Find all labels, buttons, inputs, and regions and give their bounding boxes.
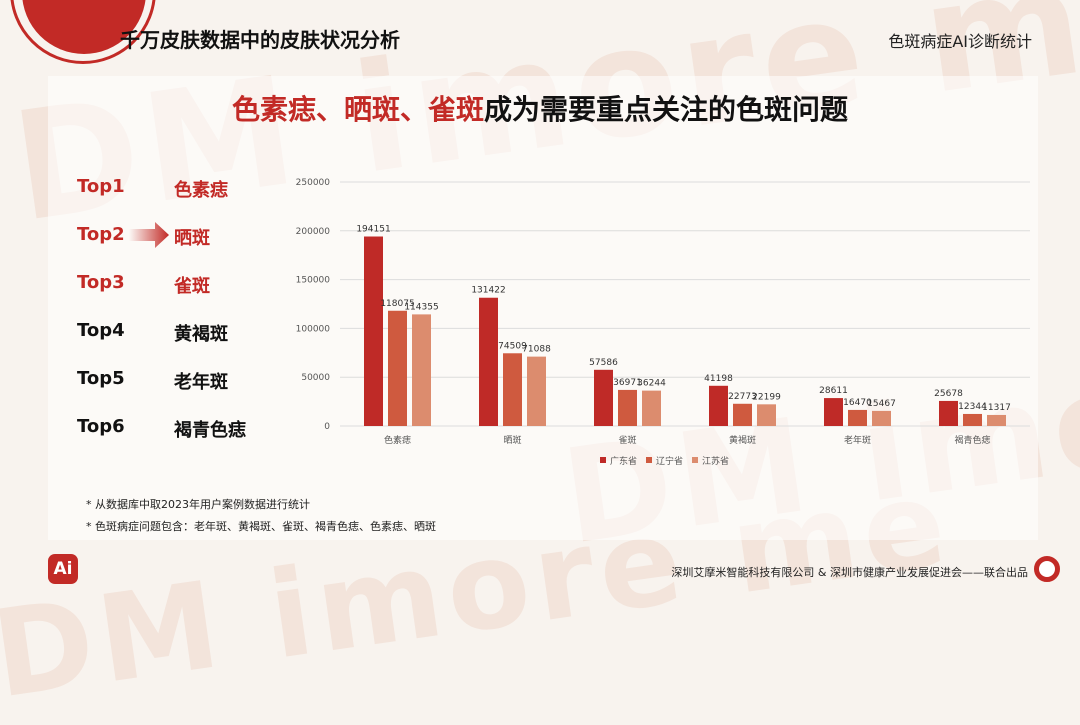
bar [757, 404, 776, 426]
bar [872, 410, 891, 426]
bar [364, 236, 383, 426]
legend-label: 江苏省 [702, 455, 729, 467]
rank-name: 色素痣 [174, 180, 228, 201]
x-tick-label: 色素痣 [384, 434, 411, 446]
x-tick-label: 褐青色痣 [954, 434, 990, 446]
data-label: 131422 [471, 286, 505, 296]
legend-swatch [646, 457, 652, 463]
y-tick-label: 250000 [296, 178, 331, 188]
rank-label: Top6 [77, 416, 125, 437]
footnotes: * 从数据库中取2023年用户案例数据进行统计 * 色斑病症问题包含：老年斑、黄… [86, 494, 436, 538]
bar [618, 389, 637, 426]
y-tick-label: 50000 [301, 373, 330, 383]
bar [527, 356, 546, 426]
data-label: 22199 [752, 392, 781, 402]
slide-subtitle: 色斑病症AI诊断统计 [888, 32, 1032, 51]
x-tick-label: 老年斑 [844, 434, 871, 446]
legend-label: 广东省 [610, 455, 637, 467]
rank-name: 褐青色痣 [174, 420, 246, 441]
data-label: 11317 [982, 403, 1011, 413]
rank-label: Top2 [77, 224, 125, 245]
footer-credit: 深圳艾摩米智能科技有限公司 & 深圳市健康产业发展促进会——联合出品 [671, 566, 1028, 579]
rank-label: Top3 [77, 272, 125, 293]
rank-name: 老年斑 [174, 372, 228, 393]
data-label: 71088 [522, 345, 551, 355]
rank-name: 晒斑 [174, 228, 210, 249]
data-label: 41198 [704, 374, 733, 384]
data-label: 15467 [867, 399, 896, 409]
bar [824, 398, 843, 426]
bar [733, 403, 752, 426]
bar [388, 310, 407, 426]
data-label: 16470 [843, 398, 872, 408]
x-tick-label: 晒斑 [503, 434, 521, 446]
data-label: 12344 [958, 402, 987, 412]
y-tick-label: 200000 [296, 227, 331, 237]
footnote: * 色斑病症问题包含：老年斑、黄褐斑、雀斑、褐青色痣、色素痣、晒斑 [86, 520, 436, 533]
bar [939, 400, 958, 426]
bar [963, 413, 982, 426]
headline: 色素痣、晒斑、雀斑成为需要重点关注的色斑问题 [0, 88, 1080, 128]
data-label: 194151 [356, 225, 390, 235]
footnote: * 从数据库中取2023年用户案例数据进行统计 [86, 498, 310, 511]
rank-label: Top4 [77, 320, 125, 341]
arrow-right-icon [129, 222, 169, 248]
data-label: 74509 [498, 341, 527, 351]
x-tick-label: 黄褐斑 [729, 434, 756, 446]
y-tick-label: 100000 [296, 324, 331, 334]
bar [503, 353, 522, 426]
bar [848, 409, 867, 426]
slide-title: 千万皮肤数据中的皮肤状况分析 [120, 28, 400, 52]
data-label: 22773 [728, 392, 757, 402]
data-label: 57586 [589, 358, 618, 368]
headline-highlight: 色素痣、晒斑、雀斑 [231, 93, 484, 126]
ring-logo-icon [1034, 556, 1060, 582]
bar [987, 414, 1006, 426]
rank-label: Top5 [77, 368, 125, 389]
bar [479, 297, 498, 426]
bar [412, 314, 431, 426]
y-tick-label: 0 [324, 422, 330, 432]
data-label: 25678 [934, 389, 963, 399]
rank-name: 黄褐斑 [174, 324, 228, 345]
x-tick-label: 雀斑 [618, 434, 636, 446]
bar [594, 369, 613, 426]
bar [709, 385, 728, 426]
data-label: 118075 [380, 299, 414, 309]
rank-label: Top1 [77, 176, 125, 197]
data-label: 36971 [613, 378, 642, 388]
content-card [48, 76, 1038, 540]
legend-swatch [692, 457, 698, 463]
data-label: 36244 [637, 379, 666, 389]
data-label: 28611 [819, 386, 848, 396]
y-tick-label: 150000 [296, 276, 331, 286]
legend-label: 辽宁省 [656, 455, 683, 467]
rank-name: 雀斑 [174, 276, 210, 297]
bar-chart: 0 50000 100000 150000 200000 250000 194151 1180… [296, 178, 1030, 467]
bar [642, 390, 661, 426]
data-label: 114355 [404, 302, 438, 312]
legend-swatch [600, 457, 606, 463]
headline-rest: 成为需要重点关注的色斑问题 [484, 93, 849, 126]
app-logo-icon: Ai [48, 554, 78, 584]
